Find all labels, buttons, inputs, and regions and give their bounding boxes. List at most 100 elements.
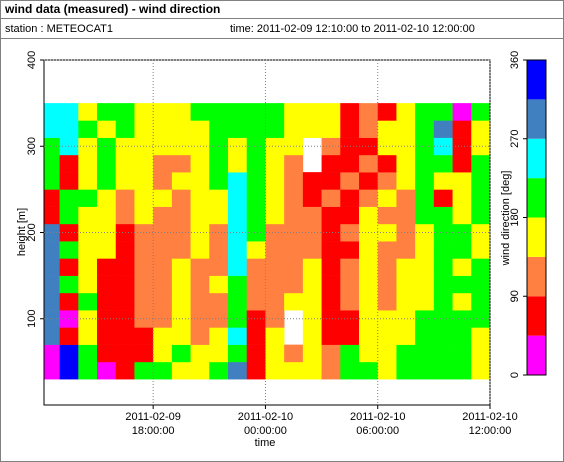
- heat-cell: [359, 292, 379, 311]
- heat-cell: [415, 327, 435, 345]
- heat-cell: [171, 327, 191, 345]
- colorbar-segment: [527, 217, 546, 257]
- heat-cell: [433, 120, 453, 138]
- heat-cell: [171, 206, 191, 225]
- heat-cell: [340, 241, 360, 259]
- heat-cell: [321, 275, 341, 294]
- heat-cell: [44, 344, 60, 363]
- heat-cell: [433, 103, 453, 121]
- heat-cell: [246, 172, 266, 190]
- heat-cell: [134, 275, 154, 294]
- heat-cell: [415, 137, 435, 156]
- heat-cell: [396, 137, 416, 156]
- heat-cell: [396, 154, 416, 173]
- heat-cell: [415, 206, 435, 225]
- heat-cell: [471, 361, 491, 380]
- heat-cell: [190, 206, 210, 225]
- heat-cell: [78, 275, 98, 294]
- heat-cell: [377, 223, 397, 242]
- heat-cell: [246, 327, 266, 345]
- heat-cell: [433, 206, 453, 225]
- heat-cell: [377, 189, 397, 207]
- heat-cell: [171, 154, 191, 173]
- heat-cell: [377, 344, 397, 363]
- heat-cell: [44, 361, 60, 380]
- heat-cell: [377, 327, 397, 345]
- heat-cell: [97, 172, 117, 190]
- heat-cell: [340, 172, 360, 190]
- heat-cell: [452, 154, 472, 173]
- heat-cell: [171, 120, 191, 138]
- colorbar-tick-label: 0: [509, 372, 521, 378]
- heat-cell: [78, 327, 98, 345]
- heat-cell: [59, 310, 79, 328]
- heat-cell: [59, 206, 79, 225]
- heat-cell: [44, 172, 60, 190]
- heat-cell: [321, 361, 341, 380]
- heat-cell: [321, 172, 341, 190]
- heat-cell: [44, 223, 60, 242]
- heat-cell: [59, 154, 79, 173]
- heat-cell: [78, 223, 98, 242]
- heat-cell: [471, 327, 491, 345]
- heat-cell: [153, 275, 173, 294]
- heat-cell: [59, 223, 79, 242]
- heat-cell: [321, 258, 341, 276]
- heat-cell: [59, 258, 79, 276]
- heat-cell: [115, 327, 135, 345]
- heat-cell: [321, 154, 341, 173]
- heat-cell: [377, 275, 397, 294]
- heat-cell: [44, 310, 60, 328]
- heat-cell: [452, 292, 472, 311]
- heat-cell: [340, 344, 360, 363]
- heat-cell: [59, 327, 79, 345]
- heat-cell: [209, 241, 229, 259]
- heat-cell: [340, 120, 360, 138]
- heat-cell: [209, 103, 229, 121]
- y-tick-label: 200: [26, 223, 38, 241]
- heat-cell: [190, 258, 210, 276]
- heat-cell: [321, 189, 341, 207]
- heat-cell: [134, 120, 154, 138]
- heat-cell: [134, 103, 154, 121]
- heat-cell: [302, 223, 322, 242]
- heat-cell: [396, 103, 416, 121]
- heat-cell: [246, 241, 266, 259]
- heat-cell: [153, 361, 173, 380]
- heat-cell: [190, 327, 210, 345]
- heat-cell: [171, 241, 191, 259]
- heat-cell: [209, 258, 229, 276]
- heat-cell: [153, 154, 173, 173]
- heat-cell: [396, 189, 416, 207]
- heat-cell: [433, 241, 453, 259]
- heat-cell: [321, 206, 341, 225]
- heat-cell: [471, 154, 491, 173]
- heat-cell: [377, 172, 397, 190]
- heat-cell: [171, 258, 191, 276]
- heat-cell: [78, 258, 98, 276]
- heat-cell: [359, 275, 379, 294]
- colorbar-label: wind direction [deg]: [500, 171, 512, 267]
- heat-cell: [44, 189, 60, 207]
- heat-cell: [153, 258, 173, 276]
- heat-cell: [228, 172, 248, 190]
- heat-cell: [153, 344, 173, 363]
- heat-cell: [265, 103, 285, 121]
- heat-cell: [246, 258, 266, 276]
- heat-cell: [396, 310, 416, 328]
- heat-cell: [265, 292, 285, 311]
- heat-cell: [340, 310, 360, 328]
- heat-cell: [415, 258, 435, 276]
- heat-cell: [209, 154, 229, 173]
- heat-cell: [246, 189, 266, 207]
- heat-cell: [302, 258, 322, 276]
- colorbar-segment: [527, 138, 546, 179]
- heat-cell: [115, 172, 135, 190]
- heat-cell: [415, 103, 435, 121]
- heat-cell: [171, 310, 191, 328]
- heat-cell: [321, 344, 341, 363]
- heat-cell: [228, 241, 248, 259]
- heat-cell: [190, 120, 210, 138]
- heat-cell: [78, 103, 98, 121]
